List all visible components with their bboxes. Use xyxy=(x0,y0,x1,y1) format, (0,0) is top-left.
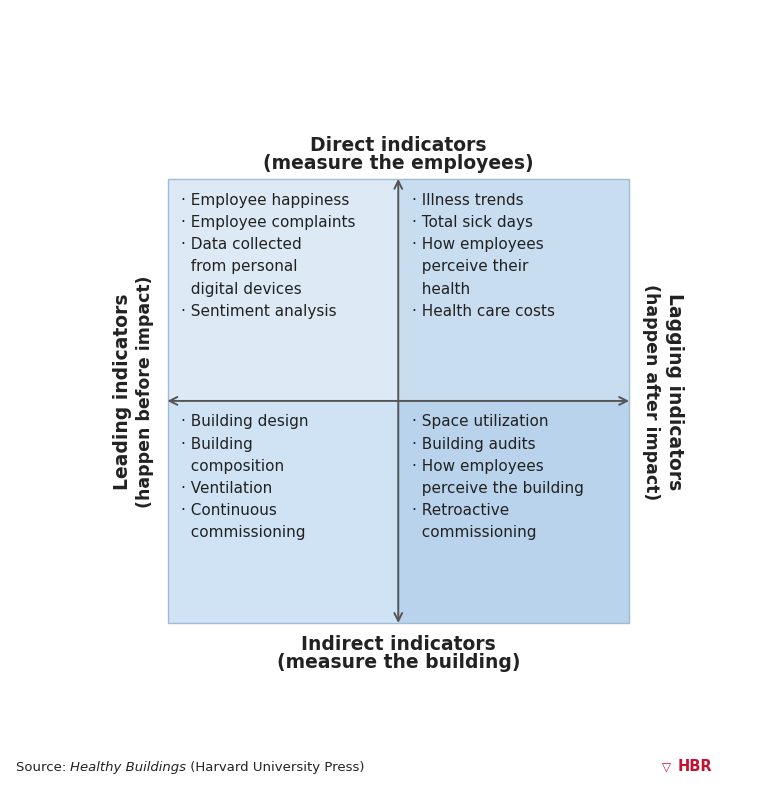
Text: · Employee happiness
· Employee complaints
· Data collected
  from personal
  di: · Employee happiness · Employee complain… xyxy=(181,193,355,318)
Text: (happen before impact): (happen before impact) xyxy=(136,275,154,508)
Bar xyxy=(168,179,629,622)
Text: ▽: ▽ xyxy=(662,762,670,774)
Text: Healthy Buildings: Healthy Buildings xyxy=(70,762,186,774)
Bar xyxy=(168,401,399,622)
Bar xyxy=(399,179,629,401)
Text: · Building design
· Building
  composition
· Ventilation
· Continuous
  commissi: · Building design · Building composition… xyxy=(181,414,309,541)
Text: Direct indicators: Direct indicators xyxy=(310,136,486,154)
Text: Source:: Source: xyxy=(16,762,70,774)
Bar xyxy=(168,179,399,401)
Text: · Illness trends
· Total sick days
· How employees
  perceive their
  health
· H: · Illness trends · Total sick days · How… xyxy=(412,193,554,318)
Text: (measure the building): (measure the building) xyxy=(276,654,520,672)
Text: · Space utilization
· Building audits
· How employees
  perceive the building
· : · Space utilization · Building audits · … xyxy=(412,414,583,541)
Text: (Harvard University Press): (Harvard University Press) xyxy=(186,762,365,774)
Text: Lagging indicators: Lagging indicators xyxy=(665,293,684,490)
Text: Leading indicators: Leading indicators xyxy=(113,294,132,490)
Text: Indirect indicators: Indirect indicators xyxy=(301,634,496,654)
Text: HBR: HBR xyxy=(677,759,712,774)
Bar xyxy=(399,401,629,622)
Text: (happen after impact): (happen after impact) xyxy=(642,283,660,500)
Text: (measure the employees): (measure the employees) xyxy=(263,154,533,174)
